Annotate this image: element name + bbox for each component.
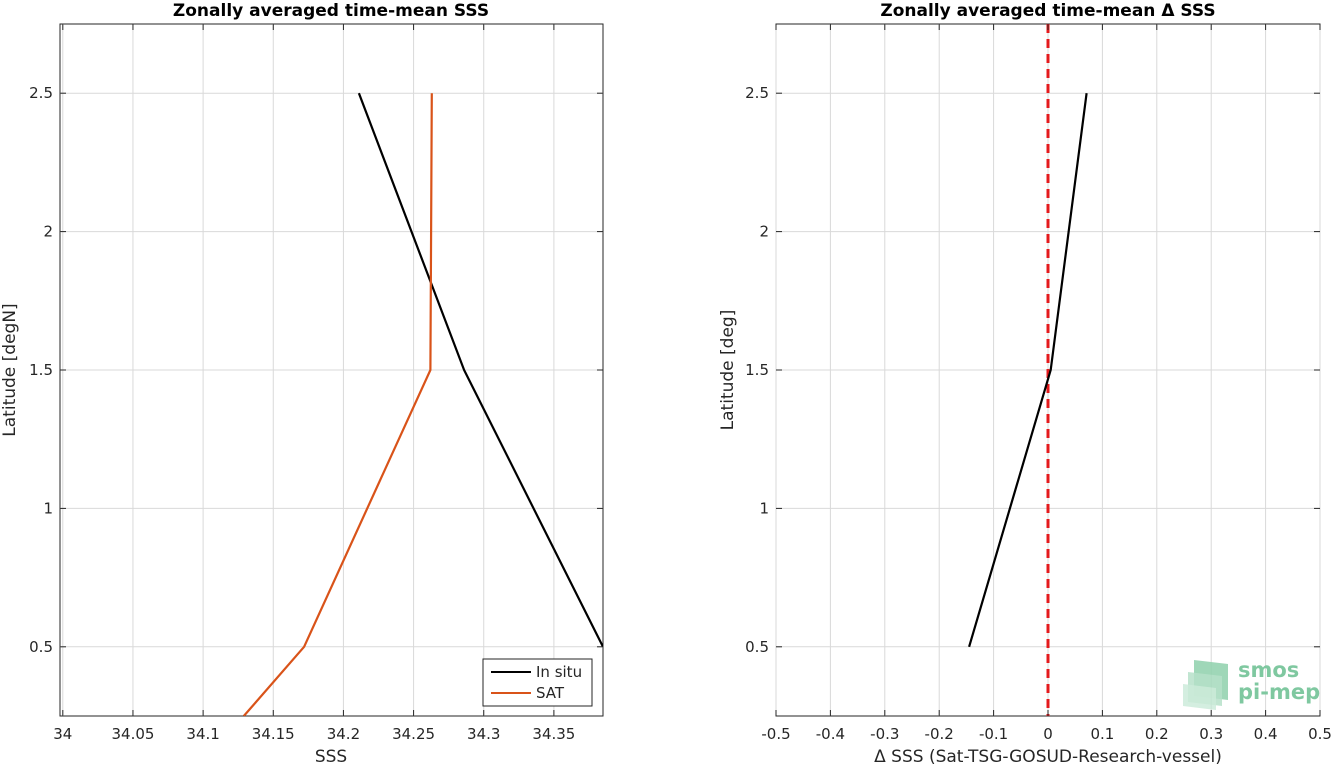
right-x-tick-label: -0.5 [761, 725, 790, 743]
right-axes: -0.5 -0.4 -0.3 -0.2 -0.1 0 0.1 0.2 0.3 0.4 0.5 0.5 1… [718, 1, 1332, 767]
left-x-tick-label: 34.35 [532, 725, 575, 743]
left-x-tick-label: 34 [53, 725, 72, 743]
logo-text-smos: smos [1238, 658, 1299, 682]
left-x-axis-label: SSS [315, 747, 347, 765]
left-legend: In situ SAT [482, 658, 593, 707]
left-y-tick-label: 1 [43, 499, 53, 517]
right-x-tick-label: 0 [1043, 725, 1053, 743]
right-series-line-delta-sss [968, 93, 1088, 648]
left-ticks: 34 34.05 34.1 34.15 34.2 34.25 34.3 34.35 0.5 1 1.… [29, 24, 603, 743]
right-y-tick-label: 2.5 [745, 84, 769, 102]
right-y-axis-label: Latitude [deg] [718, 310, 738, 431]
right-x-tick-label: -0.4 [816, 725, 845, 743]
left-series [242, 92, 603, 716]
left-grid [60, 24, 603, 716]
right-y-tick-label: 1.5 [745, 361, 769, 379]
right-x-tick-label: 0.4 [1254, 725, 1278, 743]
smos-pimep-logo: smos pi-mep [1183, 658, 1320, 710]
left-y-axis-label: Latitude [degN] [0, 303, 20, 436]
legend-label-in-situ: In situ [536, 663, 582, 681]
right-x-tick-label: 0.1 [1090, 725, 1114, 743]
left-y-tick-label: 0.5 [29, 638, 53, 656]
logo-emblem-icon [1183, 660, 1228, 710]
right-series [968, 93, 1088, 648]
left-y-tick-label: 2.5 [29, 84, 53, 102]
left-x-tick-label: 34.15 [252, 725, 295, 743]
right-x-tick-label: -0.3 [870, 725, 899, 743]
left-x-tick-label: 34.2 [327, 725, 360, 743]
left-y-tick-label: 1.5 [29, 361, 53, 379]
right-x-tick-label: -0.1 [979, 725, 1008, 743]
left-x-tick-label: 34.25 [392, 725, 435, 743]
right-x-axis-label: Δ SSS (Sat-TSG-GOSUD-Research-vessel) [874, 747, 1222, 765]
right-x-tick-label: 0.5 [1308, 725, 1332, 743]
left-chart-title: Zonally averaged time-mean SSS [173, 1, 489, 21]
logo-text-pimep: pi-mep [1238, 680, 1320, 704]
right-y-tick-label: 1 [759, 499, 769, 517]
right-x-tick-label: -0.2 [925, 725, 954, 743]
right-x-tick-label: 0.2 [1145, 725, 1169, 743]
legend-label-sat: SAT [536, 684, 565, 702]
right-ticks: -0.5 -0.4 -0.3 -0.2 -0.1 0 0.1 0.2 0.3 0.4 0.5 0.5 1… [745, 24, 1332, 743]
left-y-tick-label: 2 [43, 223, 53, 241]
left-x-tick-label: 34.3 [467, 725, 500, 743]
legend-box [482, 658, 593, 707]
left-axes: 34 34.05 34.1 34.15 34.2 34.25 34.3 34.35 0.5 1 1.… [0, 1, 604, 767]
right-chart-title: Zonally averaged time-mean Δ SSS [880, 1, 1215, 21]
left-x-tick-label: 34.1 [186, 725, 219, 743]
left-series-line-sat [242, 93, 433, 716]
right-x-tick-label: 0.3 [1199, 725, 1223, 743]
right-y-tick-label: 2 [759, 223, 769, 241]
left-series-line-in-situ [357, 92, 603, 648]
right-y-tick-label: 0.5 [745, 638, 769, 656]
left-x-tick-label: 34.05 [111, 725, 154, 743]
